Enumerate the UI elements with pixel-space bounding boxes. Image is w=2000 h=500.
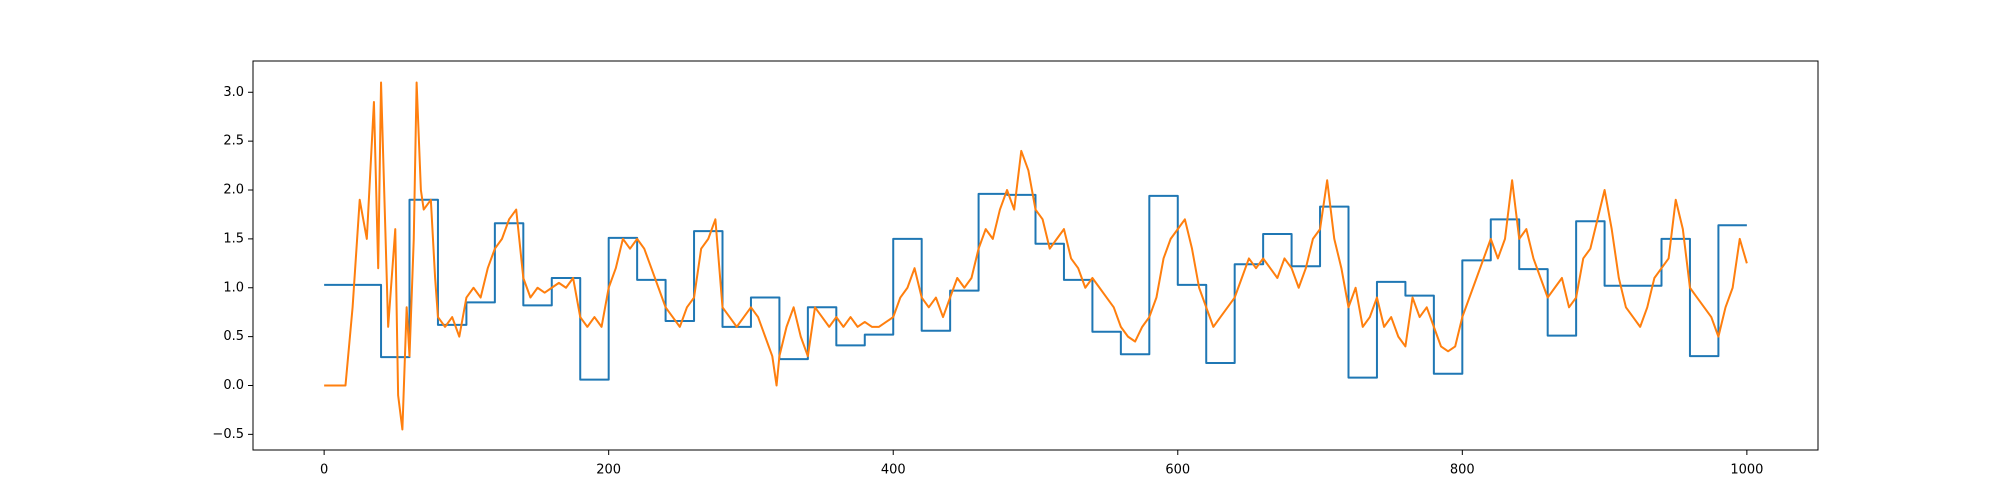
y-tick-label: −0.5 — [212, 427, 244, 442]
data-line — [324, 192, 1747, 381]
y-tick-label: 0.5 — [223, 329, 244, 344]
y-tick-label: 1.0 — [223, 280, 244, 295]
x-tick-label: 0 — [320, 463, 328, 478]
y-tick-label: 3.0 — [223, 85, 244, 100]
x-tick-label: 1000 — [1730, 463, 1763, 478]
x-tick-label: 600 — [1165, 463, 1190, 478]
x-tick-label: 400 — [881, 463, 906, 478]
plot-frame — [252, 60, 1819, 451]
x-tick-label: 800 — [1450, 463, 1475, 478]
y-tick-label: 1.5 — [223, 231, 244, 246]
y-tick-label: 0.0 — [223, 378, 244, 393]
y-tick-label: 2.5 — [223, 134, 244, 149]
x-tick-label: 200 — [596, 463, 621, 478]
data-line — [324, 81, 1748, 431]
y-tick-label: 2.0 — [223, 183, 244, 198]
